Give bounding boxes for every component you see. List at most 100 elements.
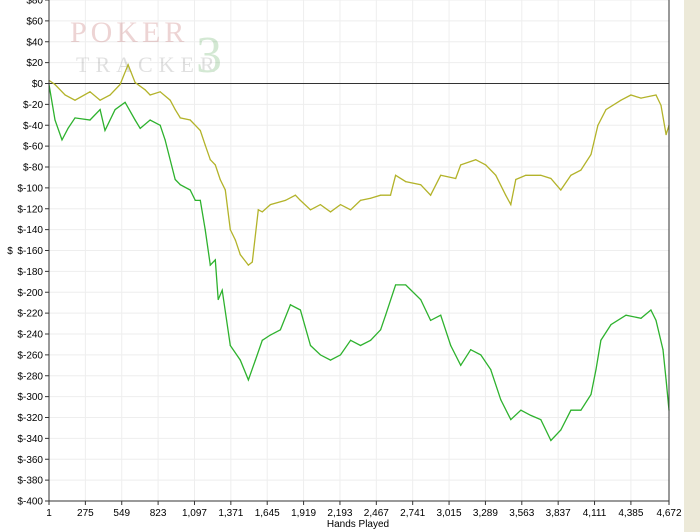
- data-point: [139, 127, 141, 129]
- data-point: [665, 379, 667, 381]
- data-point: [560, 189, 562, 191]
- data-point: [440, 174, 442, 176]
- y-tick-label: $-380: [17, 476, 43, 487]
- data-point: [74, 117, 76, 119]
- data-point: [339, 203, 342, 206]
- data-point: [540, 174, 542, 176]
- data-point: [660, 104, 662, 107]
- data-point: [204, 229, 206, 231]
- svg-text:POKER: POKER: [70, 16, 188, 49]
- x-tick-label: 2,467: [364, 508, 389, 519]
- data-point: [520, 409, 522, 411]
- data-point: [224, 189, 226, 191]
- x-tick-label: 1,645: [255, 508, 280, 519]
- y-tick-label: $-160: [17, 246, 43, 257]
- y-tick-label: $-280: [17, 371, 43, 382]
- y-tick-label: $-20: [23, 100, 43, 111]
- data-point: [625, 314, 627, 316]
- data-point: [630, 94, 632, 96]
- x-tick-label: 549: [113, 508, 130, 519]
- data-point: [199, 129, 201, 132]
- y-tick-label: $-200: [17, 288, 43, 299]
- y-tick-label: $-340: [17, 434, 43, 445]
- data-point: [550, 177, 552, 180]
- data-point: [620, 99, 622, 101]
- data-point: [257, 209, 259, 211]
- x-tick-label: 1,371: [218, 508, 243, 519]
- x-axis-label: Hands Played: [327, 519, 389, 530]
- data-point: [219, 178, 221, 181]
- data-point: [370, 339, 372, 341]
- data-point: [450, 344, 452, 347]
- data-point: [495, 174, 497, 176]
- x-tick-label: 3,837: [546, 508, 571, 519]
- data-point: [370, 197, 372, 199]
- data-point: [144, 89, 146, 91]
- data-point: [234, 239, 236, 241]
- y-tick-label: $-240: [17, 330, 43, 341]
- data-point: [420, 184, 422, 186]
- data-point: [209, 264, 211, 266]
- data-point: [650, 309, 652, 311]
- data-point: [239, 359, 241, 361]
- data-point: [159, 124, 161, 126]
- data-point: [309, 344, 312, 347]
- series-line-1: [48, 62, 670, 267]
- data-point: [294, 194, 296, 196]
- svg-text:TRACKER: TRACKER: [76, 52, 221, 77]
- data-point: [61, 139, 63, 141]
- data-point: [430, 194, 432, 196]
- data-point: [284, 199, 286, 201]
- data-point: [655, 319, 657, 322]
- data-point: [610, 324, 612, 326]
- data-point: [109, 94, 111, 96]
- y-tick-label: $-40: [23, 121, 43, 132]
- y-tick-label: $-140: [17, 225, 43, 236]
- data-point: [460, 364, 462, 366]
- data-point: [662, 349, 664, 351]
- data-point: [580, 169, 582, 171]
- data-point: [339, 354, 342, 356]
- data-point: [254, 359, 257, 361]
- data-point: [279, 329, 281, 331]
- data-point: [440, 314, 442, 316]
- data-point: [67, 127, 69, 129]
- data-point: [470, 349, 472, 351]
- data-point: [500, 399, 502, 401]
- data-point: [54, 83, 56, 86]
- x-tick-label: 2,741: [400, 508, 425, 519]
- x-tick-label: 1,919: [291, 508, 316, 519]
- data-point: [505, 194, 507, 196]
- series-group: [48, 62, 670, 442]
- data-point: [179, 117, 181, 119]
- data-point: [329, 359, 332, 361]
- data-point: [349, 209, 352, 211]
- data-point: [189, 119, 191, 121]
- data-point: [540, 418, 542, 421]
- data-point: [319, 203, 322, 206]
- data-point: [460, 164, 462, 166]
- data-point: [239, 254, 241, 256]
- data-point: [89, 119, 91, 121]
- data-point: [560, 429, 562, 431]
- data-point: [229, 344, 231, 347]
- data-point: [64, 94, 66, 96]
- data-point: [515, 178, 517, 181]
- data-point: [329, 211, 332, 213]
- data-point: [597, 124, 599, 126]
- data-point: [385, 314, 387, 316]
- data-point: [640, 97, 642, 99]
- x-tick-label: 275: [77, 508, 94, 519]
- data-point: [247, 379, 249, 381]
- data-point: [214, 259, 216, 261]
- data-point: [359, 344, 362, 347]
- data-point: [655, 94, 657, 96]
- data-point: [299, 199, 301, 201]
- data-point: [247, 264, 249, 266]
- y-tick-label: $-100: [17, 183, 43, 194]
- data-point: [89, 91, 91, 93]
- y-tick-label: $20: [26, 58, 43, 69]
- data-point: [209, 159, 211, 161]
- data-point: [665, 134, 667, 136]
- y-axis-label: $: [7, 246, 13, 257]
